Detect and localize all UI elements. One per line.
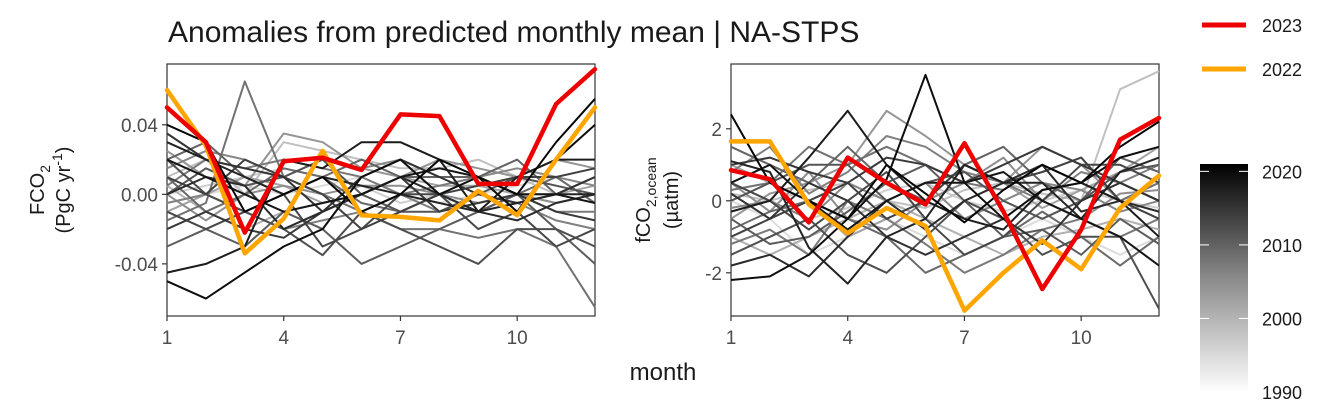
series-line-2023 bbox=[164, 66, 598, 235]
x-tick-label: 10 bbox=[1071, 328, 1092, 349]
x-tick-label: 1 bbox=[726, 328, 737, 349]
panel-fco2-ylabel-line2: (PgC yr-1) bbox=[49, 147, 75, 234]
legend-series: 2023 2022 bbox=[1202, 16, 1302, 80]
bg-line-2018 bbox=[166, 158, 596, 213]
bg-line-1996 bbox=[730, 199, 1160, 256]
colorbar-ticks: 2020 2010 2000 1990 bbox=[1200, 162, 1302, 403]
colorbar-tick-label: 2000 bbox=[1262, 309, 1302, 329]
colorbar-tick-label: 2020 bbox=[1262, 162, 1302, 182]
panel-fco2-ocean: 2 0 -2 1 4 7 10 fCO2,ocean (µatm) bbox=[633, 63, 1162, 349]
panel-fco2-ocean-lines bbox=[728, 70, 1162, 313]
panel-fco2-ylabel-pre: (PgC yr bbox=[53, 165, 75, 233]
panel-fco2-ocean-ylabel-main: fCO bbox=[633, 207, 655, 243]
y-tick-label: 0.00 bbox=[121, 185, 158, 206]
panel-fco2-lines bbox=[164, 66, 598, 308]
bg-line-2012 bbox=[166, 158, 596, 231]
colorbar-tick-label: 1990 bbox=[1262, 383, 1302, 403]
colorbar-tick-label: 2010 bbox=[1262, 236, 1302, 256]
bg-line-2006 bbox=[166, 167, 596, 213]
series-line-2022 bbox=[728, 139, 1162, 313]
series-line-2022 bbox=[164, 87, 598, 256]
panel-fco2-ocean-axes: 2 0 -2 1 4 7 10 bbox=[705, 120, 1092, 349]
panel-fco2-ylabel-main: FCO bbox=[27, 173, 49, 215]
colorbar-gradient bbox=[1200, 164, 1248, 392]
y-tick-label: -0.04 bbox=[115, 255, 159, 276]
x-axis-label: month bbox=[630, 359, 697, 386]
panel-fco2-ocean-ylabel-line1: fCO2,ocean bbox=[633, 157, 659, 242]
x-tick-label: 10 bbox=[507, 328, 528, 349]
bg-line-2010 bbox=[730, 199, 1160, 310]
panel-fco2-ocean-ylabel-pre: (µatm) bbox=[661, 171, 683, 229]
legend-2023-label: 2023 bbox=[1262, 16, 1302, 36]
panel-fco2-ylabel-sub: 2 bbox=[37, 165, 53, 173]
y-tick-label: 0 bbox=[711, 192, 722, 213]
bg-line-2008 bbox=[166, 193, 596, 265]
x-tick-label: 7 bbox=[959, 328, 970, 349]
panel-fco2-ylabel-line1: FCO2 bbox=[27, 165, 53, 215]
x-tick-label: 4 bbox=[842, 328, 853, 349]
panel-fco2-frame bbox=[166, 63, 596, 317]
y-tick-label: 2 bbox=[711, 120, 722, 141]
panel-fco2-ylabel-sup: -1 bbox=[49, 153, 65, 166]
bg-line-2019 bbox=[730, 73, 1160, 281]
series-line-2023 bbox=[728, 115, 1162, 292]
panel-fco2: 0.04 0.00 -0.04 1 4 7 10 FCO2 (PgC yr-1) bbox=[27, 63, 598, 349]
legend-2022-label: 2022 bbox=[1262, 60, 1302, 80]
x-tick-label: 4 bbox=[278, 328, 289, 349]
panel-fco2-ocean-ylabel-sub: 2,ocean bbox=[643, 157, 659, 207]
panel-fco2-ylabel-post: ) bbox=[53, 147, 75, 154]
bg-line-2020 bbox=[166, 98, 596, 213]
y-tick-label: 0.04 bbox=[121, 116, 158, 137]
bg-line-2017 bbox=[730, 109, 1160, 238]
x-tick-label: 1 bbox=[162, 328, 173, 349]
bg-line-2014 bbox=[730, 181, 1160, 256]
panel-fco2-axes: 0.04 0.00 -0.04 1 4 7 10 bbox=[115, 116, 528, 349]
panel-fco2-ocean-ylabel-line2: (µatm) bbox=[661, 171, 683, 229]
bg-line-2003 bbox=[730, 135, 1160, 202]
y-tick-label: -2 bbox=[705, 264, 722, 285]
legend-colorbar: 2020 2010 2000 1990 bbox=[1200, 162, 1302, 403]
chart-title: Anomalies from predicted monthly mean | … bbox=[168, 16, 859, 49]
x-tick-label: 7 bbox=[395, 328, 406, 349]
